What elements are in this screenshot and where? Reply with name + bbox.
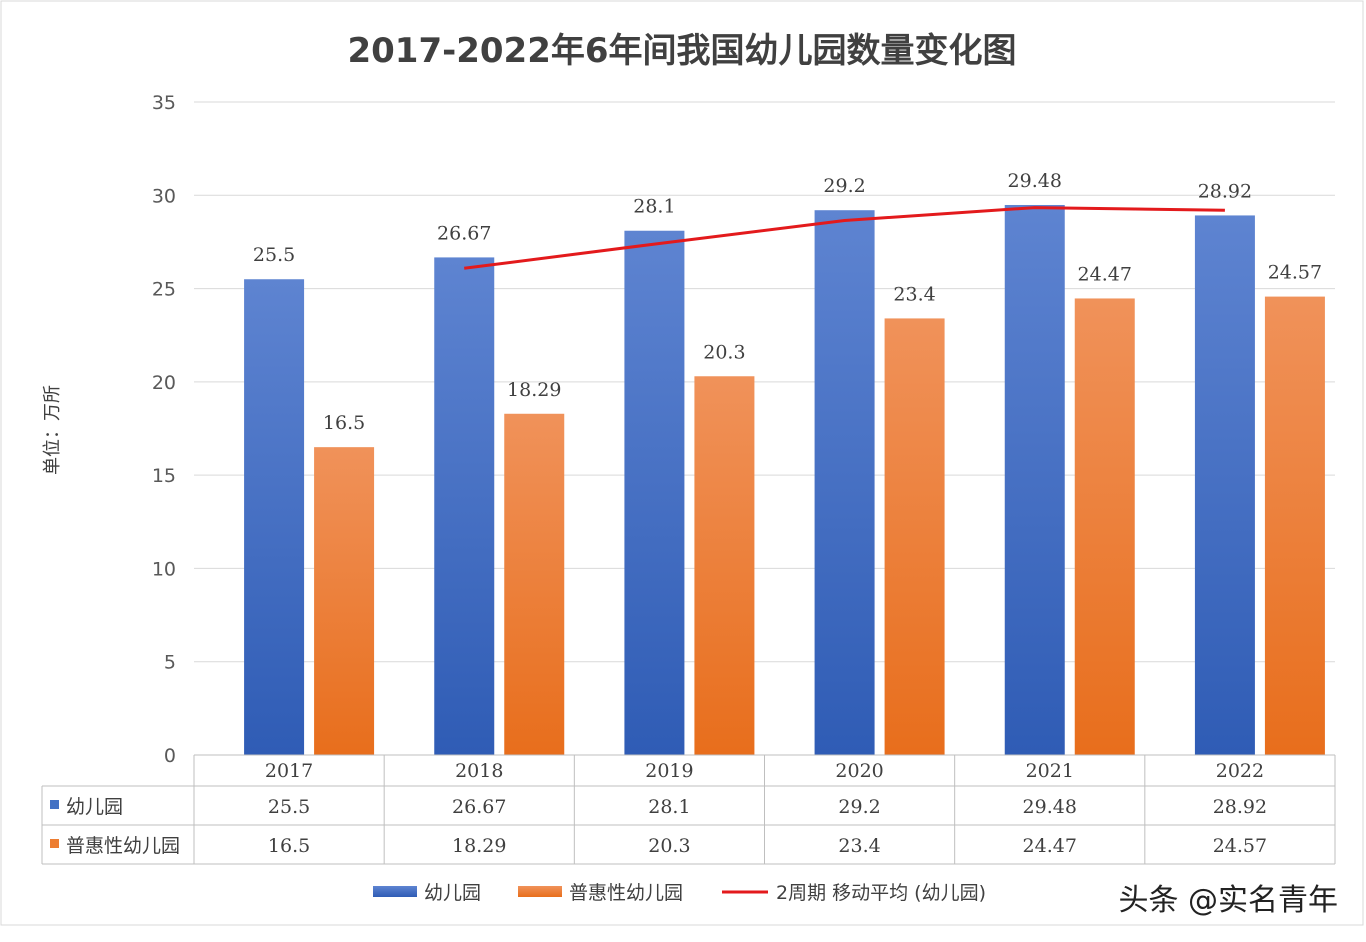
table-legend-key-0 (50, 800, 59, 809)
legend-label: 幼儿园 (424, 882, 481, 904)
table-cell: 28.92 (1213, 796, 1267, 818)
data-label: 24.47 (1078, 263, 1132, 285)
table-cell: 20.3 (648, 835, 690, 857)
x-tick-label: 2019 (645, 760, 693, 782)
data-label: 28.1 (633, 196, 675, 218)
table-cell: 29.2 (838, 796, 880, 818)
table-cell: 18.29 (452, 835, 506, 857)
legend-label: 2周期 移动平均 (幼儿园) (776, 882, 986, 904)
data-label: 25.5 (253, 244, 295, 266)
x-tick-label: 2018 (455, 760, 503, 782)
table-cell: 25.5 (268, 796, 310, 818)
data-label: 18.29 (507, 379, 561, 401)
bar-kindergarten-2017 (244, 279, 305, 755)
trendline-moving-average (464, 206, 1225, 270)
y-tick-label: 20 (152, 372, 176, 394)
x-tick-label: 2017 (265, 760, 313, 782)
bar-inclusive-2017 (314, 447, 375, 755)
data-label: 29.48 (1008, 170, 1062, 192)
bar-inclusive-2019 (694, 376, 755, 755)
data-label: 29.2 (823, 175, 865, 197)
watermark-text: 头条 @实名青年 (1118, 883, 1338, 918)
table-series-name: 普惠性幼儿园 (66, 835, 180, 857)
legend-label: 普惠性幼儿园 (569, 882, 683, 904)
y-tick-label: 0 (164, 745, 176, 767)
bar-kindergarten-2022 (1194, 215, 1255, 755)
data-label: 28.92 (1198, 180, 1252, 202)
y-tick-label: 25 (152, 279, 176, 301)
y-tick-label: 35 (152, 92, 176, 114)
data-labels: 25.5 26.67 28.1 29.2 29.48 28.92 16.5 18.29 20.3… (253, 170, 1322, 434)
bar-inclusive-2022 (1264, 296, 1325, 755)
bar-kindergarten-2018 (434, 257, 495, 755)
x-tick-label: 2020 (835, 760, 883, 782)
legend: 幼儿园 普惠性幼儿园 2周期 移动平均 (幼儿园) (373, 882, 986, 904)
chart-title: 2017-2022年6年间我国幼儿园数量变化图 (347, 31, 1016, 71)
table-legend-key-1 (50, 839, 59, 848)
table-cell: 24.47 (1023, 835, 1077, 857)
legend-swatch-inclusive (518, 886, 562, 897)
bar-inclusive-2020 (884, 318, 945, 755)
data-label: 26.67 (437, 222, 491, 244)
y-tick-label: 15 (152, 465, 176, 487)
y-tick-label: 5 (164, 652, 176, 674)
x-tick-label: 2021 (1026, 760, 1074, 782)
data-label: 24.57 (1268, 262, 1322, 284)
data-label: 20.3 (703, 341, 745, 363)
table-cell: 16.5 (268, 835, 310, 857)
table-cell: 23.4 (838, 835, 880, 857)
bar-kindergarten-2020 (814, 210, 875, 755)
data-label: 16.5 (323, 412, 365, 434)
trendline-layer (464, 206, 1225, 270)
y-axis-label: 单位：万所 (42, 385, 63, 475)
data-label: 23.4 (893, 283, 935, 305)
gridlines: 0 5 10 15 20 25 30 35 (152, 92, 1335, 767)
bar-kindergarten-2021 (1004, 204, 1065, 755)
y-tick-label: 30 (152, 185, 176, 207)
y-tick-label: 10 (152, 558, 176, 580)
bar-inclusive-2018 (504, 413, 565, 755)
data-table: 2017 2018 2019 2020 2021 2022 幼儿园 25.5 26.67 28.1… (41, 754, 1336, 865)
bar-kindergarten-2019 (624, 230, 685, 756)
bars (244, 204, 1325, 756)
table-cell: 24.57 (1213, 835, 1267, 857)
table-series-name: 幼儿园 (66, 796, 123, 818)
x-tick-label: 2022 (1216, 760, 1264, 782)
table-cell: 29.48 (1023, 796, 1077, 818)
table-cell: 28.1 (648, 796, 690, 818)
legend-swatch-kindergarten (373, 886, 417, 897)
table-cell: 26.67 (452, 796, 506, 818)
bar-inclusive-2021 (1074, 298, 1135, 755)
